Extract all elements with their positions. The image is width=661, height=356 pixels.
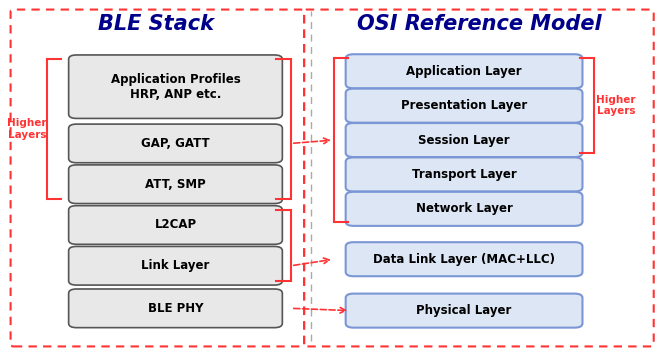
FancyBboxPatch shape xyxy=(346,54,582,88)
Text: ATT, SMP: ATT, SMP xyxy=(145,178,206,191)
FancyBboxPatch shape xyxy=(346,192,582,226)
Text: Transport Layer: Transport Layer xyxy=(412,168,516,181)
FancyBboxPatch shape xyxy=(69,206,282,244)
Text: L2CAP: L2CAP xyxy=(155,219,196,231)
Text: GAP, GATT: GAP, GATT xyxy=(141,137,210,150)
FancyBboxPatch shape xyxy=(346,123,582,157)
FancyBboxPatch shape xyxy=(346,157,582,192)
Text: Higher
Layers: Higher Layers xyxy=(7,119,47,140)
FancyBboxPatch shape xyxy=(69,289,282,328)
Text: Presentation Layer: Presentation Layer xyxy=(401,99,527,112)
Text: BLE Stack: BLE Stack xyxy=(98,14,214,34)
Text: Data Link Layer (MAC+LLC): Data Link Layer (MAC+LLC) xyxy=(373,253,555,266)
Text: Higher
Layers: Higher Layers xyxy=(596,95,636,116)
FancyBboxPatch shape xyxy=(346,242,582,276)
FancyBboxPatch shape xyxy=(69,246,282,285)
FancyBboxPatch shape xyxy=(346,294,582,328)
Text: Application Layer: Application Layer xyxy=(407,65,522,78)
Text: Network Layer: Network Layer xyxy=(416,202,512,215)
Text: Session Layer: Session Layer xyxy=(418,134,510,147)
Text: Link Layer: Link Layer xyxy=(141,259,210,272)
Text: BLE PHY: BLE PHY xyxy=(148,302,203,315)
FancyBboxPatch shape xyxy=(69,124,282,163)
Text: Physical Layer: Physical Layer xyxy=(416,304,512,317)
Text: Application Profiles
HRP, ANP etc.: Application Profiles HRP, ANP etc. xyxy=(110,73,241,101)
Text: OSI Reference Model: OSI Reference Model xyxy=(356,14,602,34)
FancyBboxPatch shape xyxy=(69,55,282,119)
FancyBboxPatch shape xyxy=(346,89,582,123)
FancyBboxPatch shape xyxy=(69,165,282,204)
